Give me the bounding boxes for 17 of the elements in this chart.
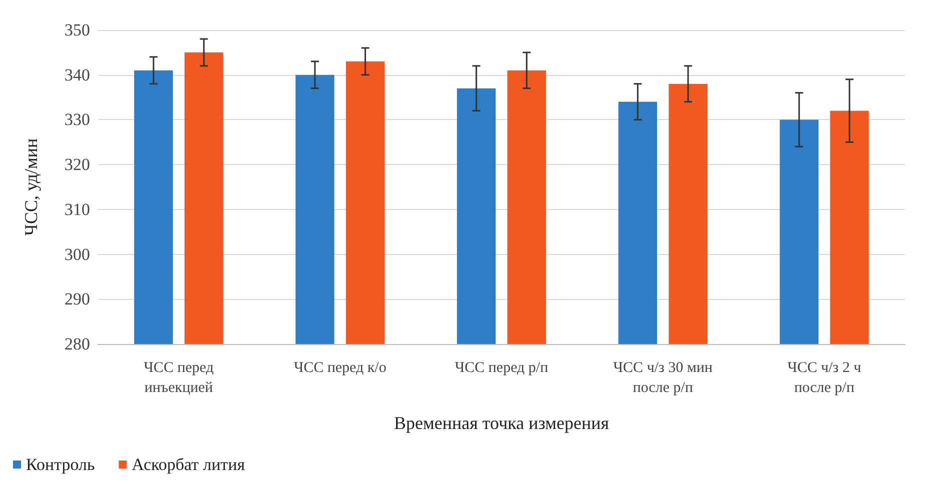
legend-label: Контроль: [26, 455, 95, 474]
y-tick-label: 280: [64, 334, 90, 354]
x-tick-label: ЧСС перед к/о: [294, 360, 386, 376]
x-tick-label: ЧСС ч/з 2 ч после р/п: [787, 360, 862, 396]
x-tick-label: ЧСС перед р/п: [454, 360, 548, 376]
x-tick-label: ЧСС ч/з 30 мин после р/п: [613, 360, 712, 396]
y-tick-label: 350: [64, 20, 90, 40]
y-axis-title: ЧСС, уд/мин: [21, 138, 41, 236]
y-tick-label: 320: [64, 155, 90, 174]
y-tick-label: 310: [64, 200, 90, 219]
x-axis-title: Временная точка измерения: [394, 413, 609, 433]
y-tick-label: 340: [64, 65, 90, 84]
y-tick-label: 290: [64, 290, 90, 309]
y-tick-label: 330: [64, 110, 90, 130]
x-tick-label: ЧСС перед инъекцией: [144, 360, 214, 396]
y-tick-label: 300: [64, 244, 90, 264]
legend-label: Аскорбат лития: [132, 455, 246, 474]
